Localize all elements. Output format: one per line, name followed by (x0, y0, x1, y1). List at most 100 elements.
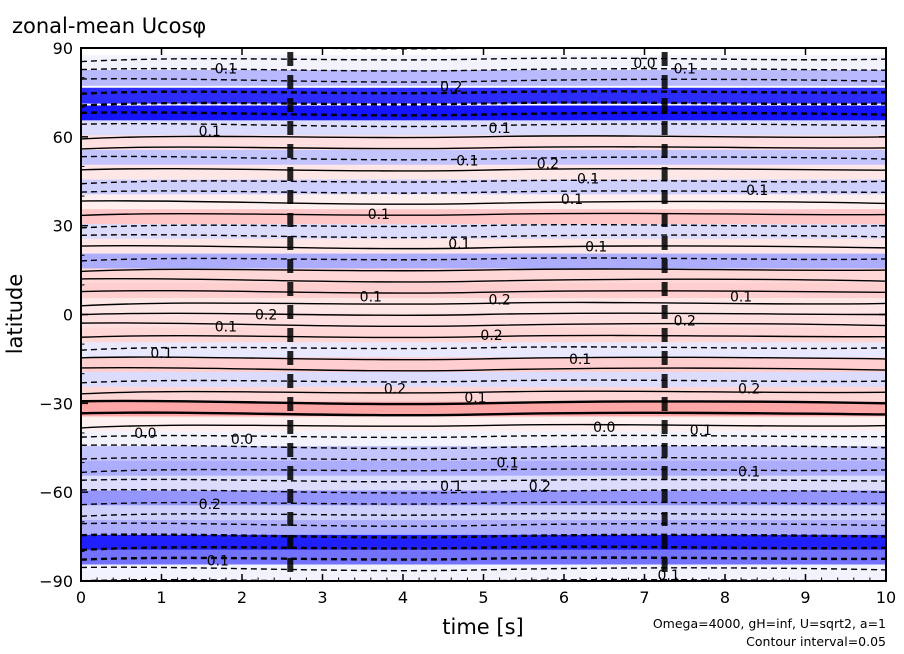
band-lat-48 (81, 164, 886, 181)
contour-line (81, 301, 886, 307)
y-tick-label: 30 (53, 217, 73, 236)
contour-line (81, 234, 886, 239)
band-lat-38 (81, 194, 886, 211)
contour-label: 0.2 (199, 497, 221, 513)
band-lat--72 (81, 520, 886, 536)
parameter-note: Omega=4000, gH=inf, U=sqrt2, a=1 (653, 616, 886, 631)
contour-label: 0.2 (674, 313, 696, 329)
contour-line (81, 67, 886, 72)
contour-line (81, 456, 886, 461)
contour-label: 0.1 (730, 290, 752, 306)
contour-line (81, 346, 886, 351)
y-tick-label: −60 (39, 483, 73, 502)
contour-label: 0.1 (738, 464, 760, 480)
contour-label: 0.2 (529, 479, 551, 495)
x-axis-label: time [s] (442, 615, 523, 639)
contour-label: 0.1 (150, 346, 172, 362)
contour-label: 0.0 (134, 426, 156, 442)
contour-label: 0.1 (456, 154, 478, 170)
contour-line (81, 434, 886, 439)
contour-label: 0.2 (488, 293, 510, 309)
contour-line (81, 468, 886, 474)
band-lat--12 (81, 342, 886, 359)
contour-label: 0.1 (199, 124, 221, 140)
band-lat--47 (81, 446, 886, 462)
band-lat-18 (81, 253, 886, 270)
contour-line (81, 179, 886, 185)
contour-label: 0.1 (368, 207, 390, 223)
band-lat--67 (81, 505, 886, 522)
band-lat--52 (81, 460, 886, 477)
contour-line (81, 356, 886, 361)
contour-line (81, 390, 886, 395)
y-tick-label: 0 (63, 306, 73, 325)
contour-line (81, 556, 886, 561)
contour-label: 0.1 (215, 319, 237, 335)
y-axis-label: latitude (3, 274, 27, 355)
band-lat-53 (81, 149, 886, 166)
contour-line (81, 488, 886, 494)
contour-line (81, 366, 886, 372)
contour-line (81, 399, 886, 406)
contour-line (81, 224, 886, 229)
contour-line (81, 312, 886, 316)
contour-line (81, 423, 886, 429)
contour-label: 0.1 (497, 456, 519, 472)
contour-line (81, 57, 886, 63)
x-axis: 0 1 2 3 4 5 6 7 8 9 10 (76, 48, 896, 607)
contour-line (81, 277, 886, 283)
x-tick-label: 5 (478, 588, 488, 607)
contour-labels: 0.1 0.2 0.0 0.1 0.1 0.1 0.1 0.2 0.1 0.1 0.1 0.1 0.1 0… (134, 56, 768, 584)
chart-title: zonal-mean Ucosφ (12, 14, 206, 38)
contour-label: 0.1 (207, 553, 229, 569)
x-tick-label: 7 (639, 588, 649, 607)
band-lat--17 (81, 357, 886, 374)
contour-label: 0.1 (658, 568, 680, 584)
contour-line (81, 146, 886, 150)
contour-interval-note: Contour interval=0.05 (746, 634, 886, 649)
contour-line (81, 101, 886, 107)
contour-label: 0.1 (440, 479, 462, 495)
band-lat-13 (81, 268, 886, 285)
contour-label: 0.0 (231, 432, 253, 448)
x-tick-label: 10 (876, 588, 896, 607)
contour-line (81, 111, 886, 117)
contour-line (81, 78, 886, 83)
band-lat--37 (81, 416, 886, 433)
contour-line (81, 212, 886, 217)
x-tick-label: 4 (398, 588, 408, 607)
contour-label: 0.1 (561, 192, 583, 208)
contour-label: 0.1 (464, 390, 486, 406)
plot-area: 0.1 0.2 0.0 0.1 0.1 0.1 0.1 0.2 0.1 0.1 0.1 0.1 0.1 0… (81, 48, 886, 584)
x-tick-label: 0 (76, 588, 86, 607)
contour-label: 0.1 (585, 239, 607, 255)
x-tick-label: 2 (237, 588, 247, 607)
x-tick-label: 3 (317, 588, 327, 607)
contour-lines (81, 48, 886, 581)
band-lat--42 (81, 431, 886, 448)
contour-line (81, 257, 886, 262)
contour-label: 0.1 (360, 290, 382, 306)
band-lat--27 (81, 386, 886, 403)
contour-line (81, 289, 886, 294)
contour-label: 0.1 (746, 183, 768, 199)
contour-line (81, 268, 886, 273)
x-tick-label: 6 (559, 588, 569, 607)
contour-label: 0.1 (690, 423, 712, 439)
contour-line (81, 322, 886, 328)
y-tick-label: −30 (39, 394, 73, 413)
band-lat-8 (81, 283, 886, 300)
band-lat--22 (81, 372, 886, 388)
y-axis: −90 −60 −30 0 30 60 90 (39, 39, 886, 591)
contour-line (81, 135, 886, 140)
y-tick-label: 90 (53, 39, 73, 58)
band-lat-80 (81, 69, 886, 86)
y-tick-label: 60 (53, 128, 73, 147)
contour-label: 0.1 (488, 121, 510, 137)
contour-line (81, 545, 886, 552)
contour-label: 0.2 (255, 308, 277, 324)
band-lat--57 (81, 475, 886, 492)
contour-line (81, 244, 886, 250)
band-lat-3 (81, 298, 886, 314)
